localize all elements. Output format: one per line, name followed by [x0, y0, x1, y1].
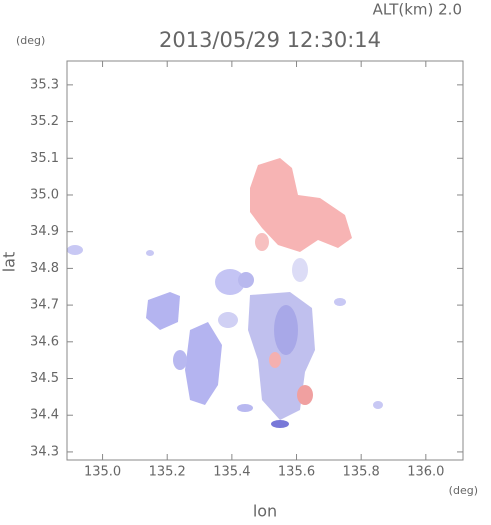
y-tick-label: 34.8	[30, 261, 59, 276]
y-tick-label: 35.1	[30, 151, 59, 166]
x-tick-label: 136.0	[407, 465, 444, 480]
radar-echoes	[67, 158, 383, 428]
x-tick-label: 135.4	[213, 465, 250, 480]
x-tick-label: 135.2	[149, 465, 186, 480]
x-tick-label: 135.0	[84, 465, 121, 480]
y-tick-label: 34.3	[30, 444, 59, 459]
y-unit: (deg)	[16, 34, 45, 47]
y-tick-label: 34.6	[30, 334, 59, 349]
y-tick-label: 35.3	[30, 77, 59, 92]
y-tick-label: 34.9	[30, 224, 59, 239]
x-unit: (deg)	[449, 484, 478, 497]
x-tick-label: 135.8	[343, 465, 380, 480]
y-tick-label: 34.5	[30, 371, 59, 386]
plot-frame	[66, 60, 464, 461]
y-label: lat	[0, 252, 19, 273]
x-tick-label: 135.6	[278, 465, 315, 480]
y-tick-label: 34.7	[30, 298, 59, 313]
chart-title: 2013/05/29 12:30:14	[159, 28, 381, 52]
y-tick-label: 35.0	[30, 187, 59, 202]
y-tick-label: 35.2	[30, 114, 59, 129]
x-label: lon	[253, 502, 277, 521]
altitude: ALT(km) 2.0	[373, 1, 462, 19]
y-tick-label: 34.4	[30, 408, 59, 423]
